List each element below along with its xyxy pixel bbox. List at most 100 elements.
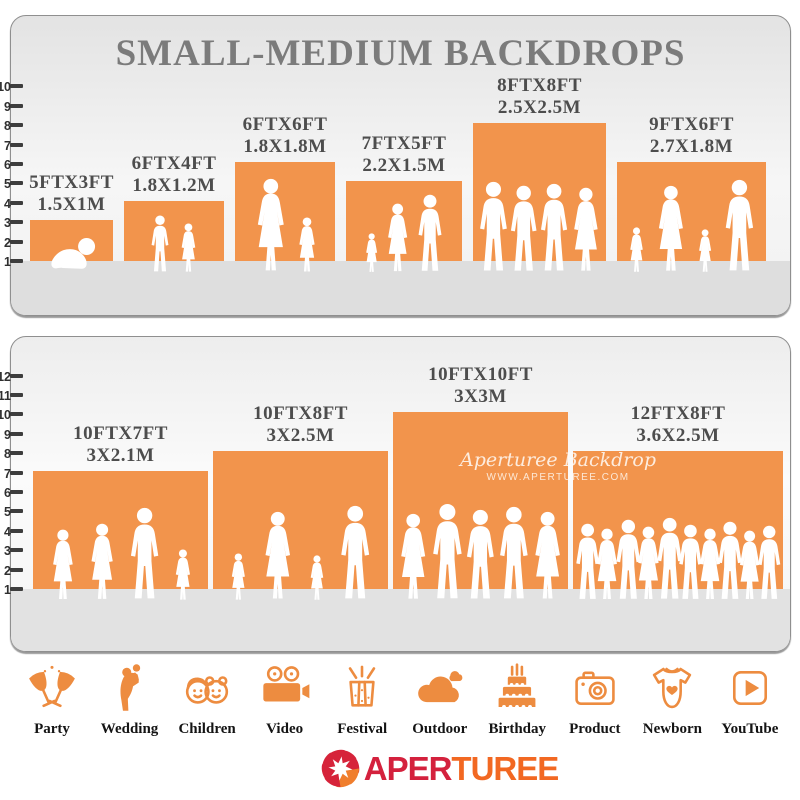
tick-mark bbox=[10, 431, 23, 436]
tick-label: 5 bbox=[4, 177, 11, 192]
bar-size-label: 10FTX7FT 3X2.1M bbox=[73, 423, 168, 466]
figure-group bbox=[395, 503, 566, 601]
tick-mark bbox=[10, 548, 23, 553]
size-feet: 12FTX8FT bbox=[630, 403, 726, 425]
tick-label: 10 bbox=[0, 408, 11, 423]
man-silhouette bbox=[508, 185, 540, 273]
category-item: Wedding bbox=[94, 662, 166, 738]
aperture-shutter-icon bbox=[320, 748, 361, 789]
tick-mark bbox=[10, 259, 23, 263]
size-feet: 10FTX7FT bbox=[73, 423, 168, 445]
category-label: Outdoor bbox=[412, 721, 468, 737]
figure-group bbox=[252, 178, 318, 273]
tick-mark bbox=[10, 373, 23, 378]
tick-mark bbox=[10, 393, 23, 397]
category-item: Party bbox=[16, 662, 88, 738]
bar-size-label: 8FTX8FT 2.5X2.5M bbox=[497, 75, 582, 118]
tick-mark bbox=[10, 103, 23, 108]
tick-label: 9 bbox=[4, 427, 11, 442]
outdoor-icon bbox=[414, 662, 466, 714]
page-title: SMALL-MEDIUM BACKDROPS bbox=[115, 33, 686, 74]
size-meters: 3X3M bbox=[454, 385, 507, 407]
girl-silhouette bbox=[296, 217, 318, 273]
woman-silhouette bbox=[653, 185, 688, 273]
girl-silhouette bbox=[627, 227, 645, 273]
woman-silhouette bbox=[395, 513, 430, 601]
figure-group bbox=[364, 194, 445, 273]
tick-label: 5 bbox=[4, 505, 11, 520]
man-silhouette bbox=[128, 507, 162, 601]
festival-icon bbox=[336, 662, 388, 714]
baby-silhouette bbox=[46, 236, 98, 270]
category-item: Product bbox=[559, 662, 631, 738]
tick-label: 3 bbox=[4, 544, 11, 559]
category-item: YouTube bbox=[714, 662, 786, 738]
boy-silhouette bbox=[149, 215, 170, 273]
tick-mark bbox=[10, 200, 23, 205]
tick-label: 1 bbox=[4, 255, 11, 269]
woman-silhouette bbox=[384, 203, 412, 273]
floor-strip bbox=[11, 589, 790, 651]
bar-size-label: 5FTX3FT 1.5X1M bbox=[29, 172, 114, 215]
tick-label: 8 bbox=[4, 447, 11, 462]
figure-group bbox=[573, 517, 782, 601]
video-icon bbox=[259, 662, 311, 714]
tick-mark bbox=[10, 587, 23, 591]
figure-group bbox=[228, 505, 372, 601]
size-meters: 2.2X1.5M bbox=[362, 154, 446, 176]
tick-mark bbox=[10, 123, 23, 128]
brand-logo-text-orange: TUREE bbox=[451, 750, 559, 787]
tick-mark bbox=[10, 162, 23, 166]
woman-silhouette bbox=[568, 187, 602, 273]
man-silhouette bbox=[416, 194, 445, 273]
tick-label: 2 bbox=[4, 235, 11, 250]
category-label: Birthday bbox=[488, 721, 547, 737]
bars-layer: 5FTX3FT 1.5X1M 6FTX4FT 1.8X1.2M 6FTX6FT 1.8X1… bbox=[11, 16, 790, 315]
category-label: YouTube bbox=[721, 721, 779, 737]
girl-silhouette bbox=[228, 553, 247, 601]
size-meters: 2.7X1.8M bbox=[649, 135, 734, 157]
category-item: Video bbox=[249, 662, 321, 738]
y-axis: 1 2 3 4 5 6 7 8 9 10 11 12 bbox=[0, 337, 790, 651]
tick-label: 10 bbox=[0, 80, 11, 95]
children-icon bbox=[181, 662, 233, 714]
youtube-icon bbox=[724, 662, 776, 714]
bar-size-label: 10FTX10FT 3X3M bbox=[428, 364, 533, 407]
girl-silhouette bbox=[696, 229, 714, 273]
category-label: Wedding bbox=[100, 721, 159, 737]
tick-mark bbox=[10, 142, 23, 147]
man-silhouette bbox=[722, 179, 756, 273]
panel-large: 1 2 3 4 5 6 7 8 9 10 11 12 10FTX7FT 3X2.1M 10FTX8FT 3X… bbox=[0, 336, 791, 652]
tick-label: 3 bbox=[4, 216, 11, 231]
category-item: Festival bbox=[326, 662, 398, 738]
figure-group bbox=[149, 215, 198, 273]
man-silhouette bbox=[476, 181, 510, 273]
tick-mark bbox=[10, 528, 23, 533]
category-label: Newborn bbox=[642, 721, 702, 737]
tick-label: 2 bbox=[4, 563, 11, 578]
figure-group bbox=[476, 181, 603, 273]
category-label: Children bbox=[178, 721, 236, 737]
newborn-icon bbox=[646, 662, 698, 714]
bar-size-label: 10FTX8FT 3X2.5M bbox=[253, 403, 348, 446]
bar-size-label: 6FTX4FT 1.8X1.2M bbox=[132, 153, 217, 196]
bar-size-label: 9FTX6FT 2.7X1.8M bbox=[649, 114, 734, 157]
category-item: Children bbox=[171, 662, 243, 738]
man-silhouette bbox=[429, 503, 465, 601]
size-meters: 3.6X2.5M bbox=[636, 424, 720, 446]
woman-silhouette bbox=[48, 529, 77, 601]
man-silhouette bbox=[338, 505, 373, 601]
size-feet: 10FTX10FT bbox=[428, 364, 533, 386]
woman-silhouette bbox=[87, 523, 118, 601]
tick-mark bbox=[10, 181, 23, 186]
brand-logo-text: APERTUREE bbox=[364, 748, 560, 789]
size-feet: 6FTX6FT bbox=[242, 114, 328, 136]
size-meters: 1.8X1.8M bbox=[243, 135, 327, 157]
category-label: Video bbox=[266, 721, 304, 737]
bar-size-label: 12FTX8FT 3.6X2.5M bbox=[631, 403, 726, 446]
tick-mark bbox=[10, 84, 23, 89]
category-label: Festival bbox=[337, 721, 388, 737]
backdrop-bar bbox=[124, 201, 224, 261]
tick-label: 4 bbox=[4, 524, 11, 539]
